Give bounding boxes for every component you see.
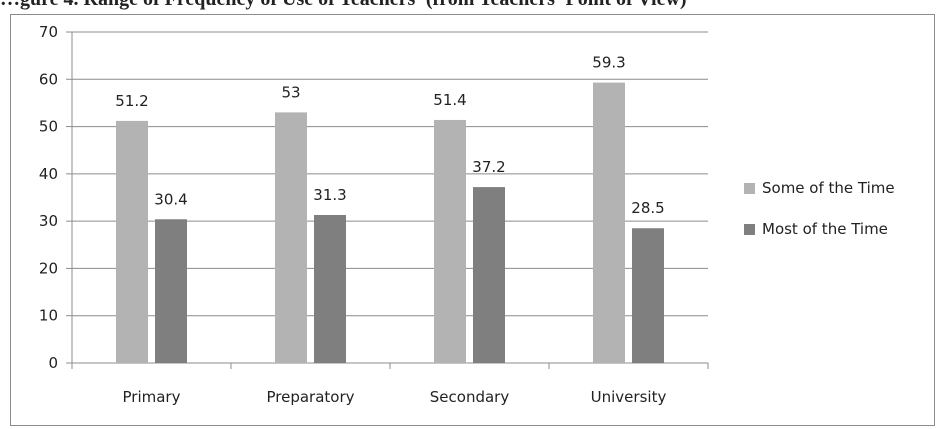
y-tick-label: 30 — [39, 212, 58, 230]
x-tick-label: Primary — [123, 388, 181, 406]
data-labels: 51.2 30.4 53 31.3 51.4 37.2 59.3 28.5 — [115, 54, 664, 218]
bar-preparatory-2 — [314, 214, 346, 363]
bar-primary-2 — [155, 219, 187, 363]
bar-university-2 — [632, 228, 664, 363]
figure-caption: …gure 4. Range of Frequency of Use of Te… — [0, 0, 937, 10]
x-tick-label: Preparatory — [266, 388, 354, 406]
data-label: 31.3 — [313, 186, 346, 204]
legend-label: Some of the Time — [762, 179, 895, 197]
x-axis: Primary Preparatory Secondary University — [71, 362, 709, 406]
data-label: 51.2 — [115, 92, 148, 110]
data-label: 53 — [281, 83, 300, 101]
data-label: 37.2 — [472, 158, 505, 176]
legend-swatch-1 — [744, 183, 755, 194]
data-label: 59.3 — [592, 54, 625, 72]
legend-label: Most of the Time — [762, 220, 888, 238]
data-label: 51.4 — [433, 91, 466, 109]
legend-swatch-2 — [744, 224, 755, 235]
y-tick-label: 0 — [48, 354, 58, 372]
y-tick-label: 50 — [39, 118, 58, 136]
y-tick-label: 40 — [39, 165, 58, 183]
bar-primary-1 — [116, 120, 148, 363]
bar-university-1 — [593, 82, 625, 364]
data-label: 28.5 — [631, 199, 664, 217]
data-label: 30.4 — [154, 190, 187, 208]
x-tick-label: Secondary — [430, 388, 510, 406]
y-tick-label: 10 — [39, 307, 58, 325]
legend: Some of the Time Most of the Time — [744, 179, 895, 238]
bars — [116, 82, 664, 364]
x-tick-label: University — [591, 388, 667, 406]
bar-preparatory-1 — [275, 112, 307, 363]
bar-secondary-1 — [434, 119, 466, 363]
y-tick-label: 60 — [39, 70, 58, 88]
y-tick-label: 20 — [39, 259, 58, 277]
y-axis: 0 10 20 30 40 50 60 70 — [39, 23, 73, 372]
y-tick-label: 70 — [39, 23, 58, 41]
bar-secondary-2 — [473, 187, 505, 363]
